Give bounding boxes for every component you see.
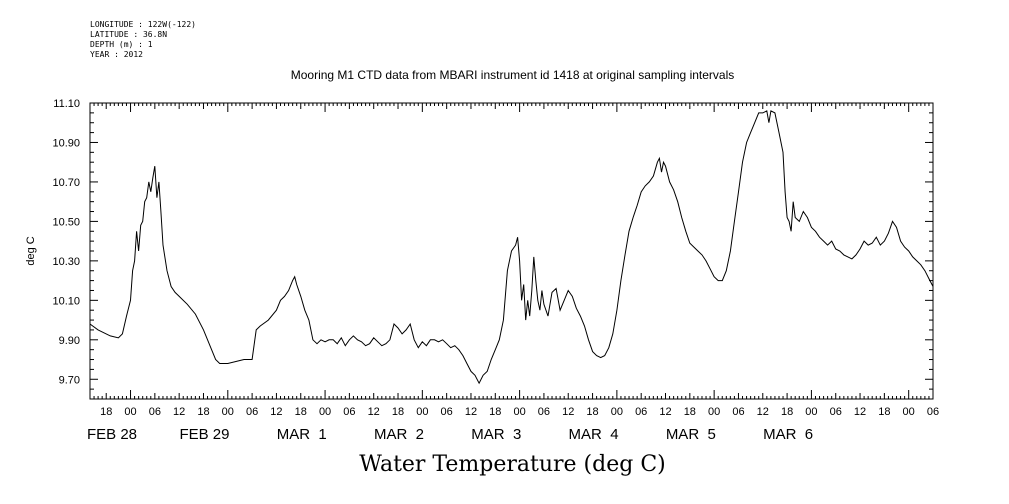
x-day-label: FEB 28 xyxy=(87,426,137,443)
x-day-label: MAR 5 xyxy=(666,426,716,443)
x-axis-title: Water Temperature (deg C) xyxy=(359,452,666,477)
y-tick-label: 10.90 xyxy=(52,137,80,149)
depth-text: DEPTH (m) : 1 xyxy=(90,40,153,49)
x-hour-label: 12 xyxy=(757,406,769,418)
x-hour-label: 12 xyxy=(562,406,574,418)
x-hour-label: 18 xyxy=(197,406,209,418)
x-hour-label: 18 xyxy=(295,406,307,418)
x-hour-label: 00 xyxy=(611,406,623,418)
x-day-label: MAR 4 xyxy=(569,426,619,443)
x-hour-label: 00 xyxy=(222,406,234,418)
metadata-block: LONGITUDE : 122W(-122) LATITUDE : 36.8N … xyxy=(90,20,196,60)
longitude-text: LONGITUDE : 122W(-122) xyxy=(90,20,196,29)
y-tick-label: 9.90 xyxy=(59,335,80,347)
chart-title: Mooring M1 CTD data from MBARI instrumen… xyxy=(290,68,735,82)
x-hour-label: 00 xyxy=(513,406,525,418)
y-tick-label: 9.70 xyxy=(59,374,80,386)
y-tick-label: 10.70 xyxy=(52,177,80,189)
x-hour-label: 12 xyxy=(659,406,671,418)
x-hour-label: 12 xyxy=(368,406,380,418)
year-text: YEAR : 2012 xyxy=(90,50,143,59)
x-day-label: MAR 1 xyxy=(277,426,327,443)
x-hour-label: 06 xyxy=(149,406,161,418)
x-hour-label: 00 xyxy=(319,406,331,418)
x-hour-label: 12 xyxy=(270,406,282,418)
x-hour-label: 18 xyxy=(878,406,890,418)
x-day-label: MAR 3 xyxy=(471,426,521,443)
x-hour-label: 06 xyxy=(635,406,647,418)
x-hour-label: 18 xyxy=(586,406,598,418)
x-hour-label: 06 xyxy=(830,406,842,418)
x-hour-label: 12 xyxy=(173,406,185,418)
x-hour-label: 06 xyxy=(441,406,453,418)
x-day-label: MAR 2 xyxy=(374,426,424,443)
x-day-label: FEB 29 xyxy=(179,426,229,443)
y-tick-label: 10.10 xyxy=(52,295,80,307)
x-hour-label: 18 xyxy=(100,406,112,418)
x-hour-label: 00 xyxy=(708,406,720,418)
latitude-text: LATITUDE : 36.8N xyxy=(90,30,168,39)
x-hour-label: 00 xyxy=(124,406,136,418)
x-hour-label: 00 xyxy=(805,406,817,418)
x-hour-label: 18 xyxy=(489,406,501,418)
x-hour-label: 06 xyxy=(732,406,744,418)
x-hour-label: 00 xyxy=(416,406,428,418)
x-hour-label: 12 xyxy=(465,406,477,418)
x-hour-label: 06 xyxy=(343,406,355,418)
x-day-label: MAR 6 xyxy=(763,426,813,443)
x-hour-label: 06 xyxy=(246,406,258,418)
x-hour-label: 18 xyxy=(392,406,404,418)
x-hour-label: 06 xyxy=(927,406,939,418)
x-hour-label: 06 xyxy=(538,406,550,418)
y-tick-label: 11.10 xyxy=(53,98,80,110)
y-tick-label: 10.30 xyxy=(52,256,80,268)
x-hour-label: 00 xyxy=(903,406,915,418)
y-tick-label: 10.50 xyxy=(52,216,80,228)
x-hour-label: 18 xyxy=(684,406,696,418)
x-hour-label: 12 xyxy=(854,406,866,418)
series-line xyxy=(89,110,934,385)
y-axis-label: deg C xyxy=(25,236,37,265)
x-hour-label: 18 xyxy=(781,406,793,418)
